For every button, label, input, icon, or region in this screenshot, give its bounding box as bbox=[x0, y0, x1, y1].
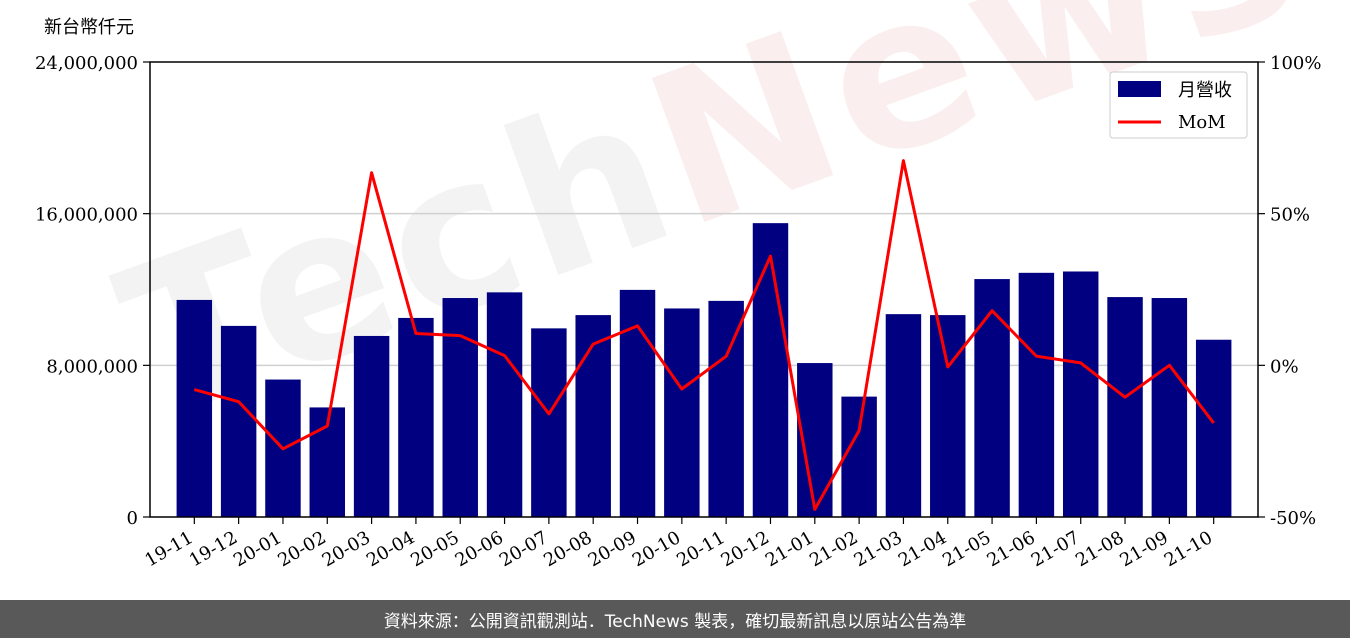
x-tick-label: 21-09 bbox=[1116, 527, 1171, 571]
bar bbox=[486, 292, 523, 517]
x-tick-label: 20-09 bbox=[585, 527, 640, 571]
legend-label-revenue: 月營收 bbox=[1178, 80, 1232, 101]
x-tick-label: 21-01 bbox=[762, 527, 817, 571]
x-tick-label: 20-08 bbox=[540, 527, 595, 571]
bar bbox=[398, 317, 434, 517]
bar bbox=[752, 223, 789, 518]
source-footer: 資料來源：公開資訊觀測站．TechNews 製表，確切最新訊息以原站公告為準 bbox=[0, 600, 1350, 638]
bar bbox=[176, 299, 213, 517]
x-tick-label: 20-06 bbox=[452, 527, 507, 571]
bar bbox=[1062, 271, 1099, 517]
x-tick-label: 20-01 bbox=[230, 527, 285, 571]
mom-line bbox=[193, 159, 1215, 511]
bar bbox=[442, 298, 478, 517]
bar bbox=[974, 279, 1010, 517]
x-tick-label: 19-12 bbox=[186, 527, 241, 571]
x-tick-label: 20-02 bbox=[274, 527, 329, 571]
bar bbox=[531, 328, 567, 517]
y-right-tick-label: -50% bbox=[1270, 508, 1316, 529]
mom-series bbox=[193, 159, 1215, 511]
x-tick-label: 19-11 bbox=[141, 527, 196, 571]
bar bbox=[1151, 298, 1188, 517]
x-tick-label: 21-03 bbox=[851, 527, 906, 571]
x-tick-label: 20-07 bbox=[496, 527, 551, 571]
plot-frame bbox=[149, 61, 1259, 518]
bar bbox=[841, 396, 877, 517]
bar-series bbox=[176, 223, 1232, 518]
x-tick-label: 21-04 bbox=[895, 527, 950, 571]
bar bbox=[220, 325, 257, 517]
bar bbox=[353, 335, 390, 517]
x-tick-label: 21-02 bbox=[806, 527, 861, 571]
bar bbox=[708, 300, 744, 517]
x-tick-label: 20-12 bbox=[718, 527, 773, 571]
y-left-tick-label: 8,000,000 bbox=[46, 356, 138, 377]
x-tick-label: 20-04 bbox=[363, 527, 418, 571]
y-left-tick-label: 16,000,000 bbox=[35, 205, 138, 226]
y-left-tick-label: 0 bbox=[127, 508, 138, 529]
y-left-tick-label: 24,000,000 bbox=[35, 53, 138, 74]
legend-bar-swatch bbox=[1118, 81, 1161, 97]
y-right-tick-label: 0% bbox=[1270, 356, 1299, 377]
y-unit-label: 新台幣仟元 bbox=[44, 17, 134, 38]
x-tick-label: 20-05 bbox=[407, 527, 462, 571]
legend: 月營收 MoM bbox=[1109, 71, 1248, 139]
bar bbox=[1195, 339, 1232, 517]
source-footer-text: 資料來源：公開資訊觀測站．TechNews 製表，確切最新訊息以原站公告為準 bbox=[383, 611, 967, 632]
x-tick-label: 20-10 bbox=[629, 527, 684, 571]
bar bbox=[575, 315, 611, 517]
revenue-chart: 新台幣仟元 0 8,000,000 16,000,000 24,000,000 -50%… bbox=[35, 17, 1322, 571]
y-right-tick-label: 50% bbox=[1270, 205, 1310, 226]
x-tick-label: 21-05 bbox=[939, 527, 994, 571]
x-tick-label: 20-03 bbox=[319, 527, 374, 571]
x-tick-label: 21-10 bbox=[1161, 527, 1216, 571]
bar bbox=[930, 315, 966, 517]
bar bbox=[885, 314, 922, 517]
x-tick-label: 21-08 bbox=[1072, 527, 1127, 571]
legend-label-mom: MoM bbox=[1178, 112, 1226, 133]
bar bbox=[664, 308, 700, 517]
x-tick-label: 21-06 bbox=[983, 527, 1038, 571]
bar bbox=[1107, 297, 1143, 517]
bar bbox=[619, 289, 656, 517]
bar bbox=[1018, 272, 1055, 517]
y-right-tick-label: 100% bbox=[1270, 53, 1321, 74]
x-tick-label: 20-11 bbox=[673, 527, 728, 571]
x-tick-label: 21-07 bbox=[1028, 527, 1083, 571]
